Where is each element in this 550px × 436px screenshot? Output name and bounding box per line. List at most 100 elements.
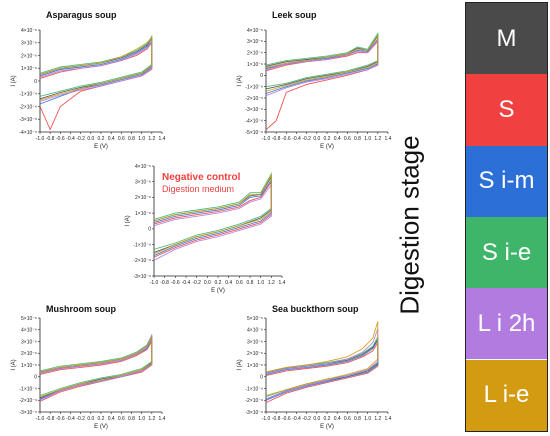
x-tick-label: 1.0: [257, 280, 264, 286]
y-tick-label: 4×10⁻⁶: [247, 28, 263, 34]
x-axis-label: E (V): [94, 424, 108, 430]
y-tick-label: 4×10⁻⁶: [247, 328, 263, 334]
y-tick-label: -1×10⁻⁶: [245, 84, 263, 90]
stage-l-i2h-label: L i 2h: [477, 309, 536, 337]
x-tick-label: -0.6: [56, 416, 65, 422]
x-tick-label: -0.8: [46, 136, 55, 142]
y-tick-label: -3×10⁻⁶: [19, 410, 37, 416]
x-tick-label: 0.2: [98, 416, 105, 422]
x-tick-label: -0.4: [292, 136, 301, 142]
x-tick-label: -0.2: [76, 136, 85, 142]
x-tick-label: 1.2: [268, 280, 275, 286]
x-axis-label: E (V): [320, 144, 334, 150]
x-tick-label: 0.4: [225, 280, 232, 286]
stage-m: M: [466, 3, 547, 75]
series-line: [39, 41, 153, 102]
digestion-stage-title: Digestion stage: [392, 90, 428, 360]
stage-l-i2h: L i 2h: [466, 288, 547, 360]
stage-l-ie: L i-e: [466, 359, 547, 431]
x-tick-label: -0.8: [272, 136, 281, 142]
series-line: [39, 336, 153, 398]
x-tick-label: 0.0: [204, 280, 211, 286]
x-tick-label: -0.8: [272, 416, 281, 422]
series-line: [265, 328, 379, 400]
stage-l-ie-label: L i-e: [483, 381, 530, 409]
x-tick-label: 0.6: [118, 416, 125, 422]
x-tick-label: 0.8: [128, 136, 135, 142]
chart-title: Leek soup: [272, 10, 317, 20]
y-tick-label: 1×10⁻⁶: [21, 66, 37, 72]
chart-mushroom: -1.0 -0.8 -0.6 -0.4 -0.2 0.0 0.2 0.4 0.6 0.8 1.0 1.…: [11, 304, 166, 430]
y-tick-label: 3×10⁻⁶: [135, 180, 151, 186]
x-tick-label: 0.4: [334, 416, 341, 422]
series-line: [153, 173, 272, 255]
x-tick-label: 0.6: [236, 280, 243, 286]
stage-s-ie: S i-e: [466, 216, 547, 289]
x-tick-label: -0.6: [282, 416, 291, 422]
x-tick-label: -1.0: [262, 416, 271, 422]
y-tick-label: 2×10⁻⁶: [21, 53, 37, 59]
y-tick-label: -2×10⁻⁶: [133, 258, 151, 264]
y-tick-label: -3×10⁻⁶: [19, 117, 37, 123]
chart-leek: -1.0 -0.8 -0.6 -0.4 -0.2 0.0 0.2 0.4 0.6 0.8 1.0 1.…: [237, 10, 392, 150]
x-tick-label: -1.0: [36, 416, 45, 422]
x-axis-label: E (V): [320, 424, 334, 430]
x-tick-label: -0.4: [292, 416, 301, 422]
x-tick-label: 1.0: [138, 416, 145, 422]
x-tick-label: -0.6: [282, 136, 291, 142]
x-tick-label: -0.2: [192, 280, 201, 286]
y-tick-label: -1×10⁻⁶: [19, 92, 37, 98]
y-tick-label: -2×10⁻⁶: [19, 104, 37, 110]
x-tick-label: -0.2: [76, 416, 85, 422]
x-tick-label: 1.4: [385, 416, 392, 422]
series-line: [153, 172, 272, 250]
x-tick-label: 1.2: [148, 136, 155, 142]
stage-s-im-label: S i-m: [478, 167, 535, 195]
series-line: [265, 31, 379, 88]
chart-title: Asparagus soup: [46, 10, 117, 20]
stage-m-label: M: [496, 24, 517, 52]
stage-s-label: S: [498, 95, 515, 123]
y-tick-label: 3×10⁻⁶: [247, 39, 263, 45]
series-line: [39, 334, 153, 401]
x-tick-label: 0.8: [128, 416, 135, 422]
x-tick-label: 1.0: [364, 136, 371, 142]
y-tick-label: -3×10⁻⁶: [133, 274, 151, 280]
x-tick-label: 0.0: [313, 416, 320, 422]
x-tick-label: 1.4: [385, 136, 392, 142]
panel-asparagus: -1.0 -0.8 -0.6 -0.4 -0.2 0.0 0.2 0.4 0.6 0.8 1.0 1.…: [6, 6, 171, 154]
x-tick-label: -0.8: [46, 416, 55, 422]
x-tick-label: 0.0: [313, 136, 320, 142]
y-tick-label: -3×10⁻⁶: [245, 410, 263, 416]
x-tick-label: 0.8: [247, 280, 254, 286]
y-tick-label: -3×10⁻⁶: [245, 107, 263, 113]
x-tick-label: -0.2: [302, 416, 311, 422]
x-tick-label: 1.2: [374, 416, 381, 422]
y-tick-label: 5×10⁻⁶: [247, 316, 263, 322]
y-tick-label: -2×10⁻⁶: [245, 398, 263, 404]
y-tick-label: 3×10⁻⁶: [21, 41, 37, 47]
y-tick-label: 2×10⁻⁶: [21, 351, 37, 357]
y-tick-label: -1×10⁻⁶: [245, 386, 263, 392]
y-tick-label: 2×10⁻⁶: [247, 50, 263, 56]
series-line: [265, 321, 379, 396]
chart-asparagus: -1.0 -0.8 -0.6 -0.4 -0.2 0.0 0.2 0.4 0.6 0.8 1.0 1.…: [11, 10, 166, 150]
x-tick-label: -0.6: [171, 280, 180, 286]
x-tick-label: 0.2: [324, 136, 331, 142]
digestion-stage-label: Digestion stage: [394, 135, 425, 315]
x-tick-label: 0.4: [334, 136, 341, 142]
y-tick-label: 4×10⁻⁶: [21, 328, 37, 334]
x-tick-label: 0.8: [354, 416, 361, 422]
chart-title: Negative control: [162, 172, 241, 183]
y-axis-label: I (A): [11, 75, 17, 86]
x-tick-label: -0.8: [160, 280, 169, 286]
chart-title: Sea buckthorn soup: [272, 304, 359, 314]
x-tick-label: -1.0: [150, 280, 159, 286]
x-tick-label: 0.2: [98, 136, 105, 142]
y-tick-label: 3×10⁻⁶: [21, 339, 37, 345]
chart-negative-control: -1.0 -0.8 -0.6 -0.4 -0.2 0.0 0.2 0.4 0.6 0.8 1.0 1.…: [125, 164, 286, 294]
y-tick-label: 2×10⁻⁶: [135, 195, 151, 201]
y-tick-label: -4×10⁻⁶: [245, 118, 263, 124]
y-tick-label: -4×10⁻⁶: [19, 130, 37, 136]
x-tick-label: -0.6: [56, 136, 65, 142]
